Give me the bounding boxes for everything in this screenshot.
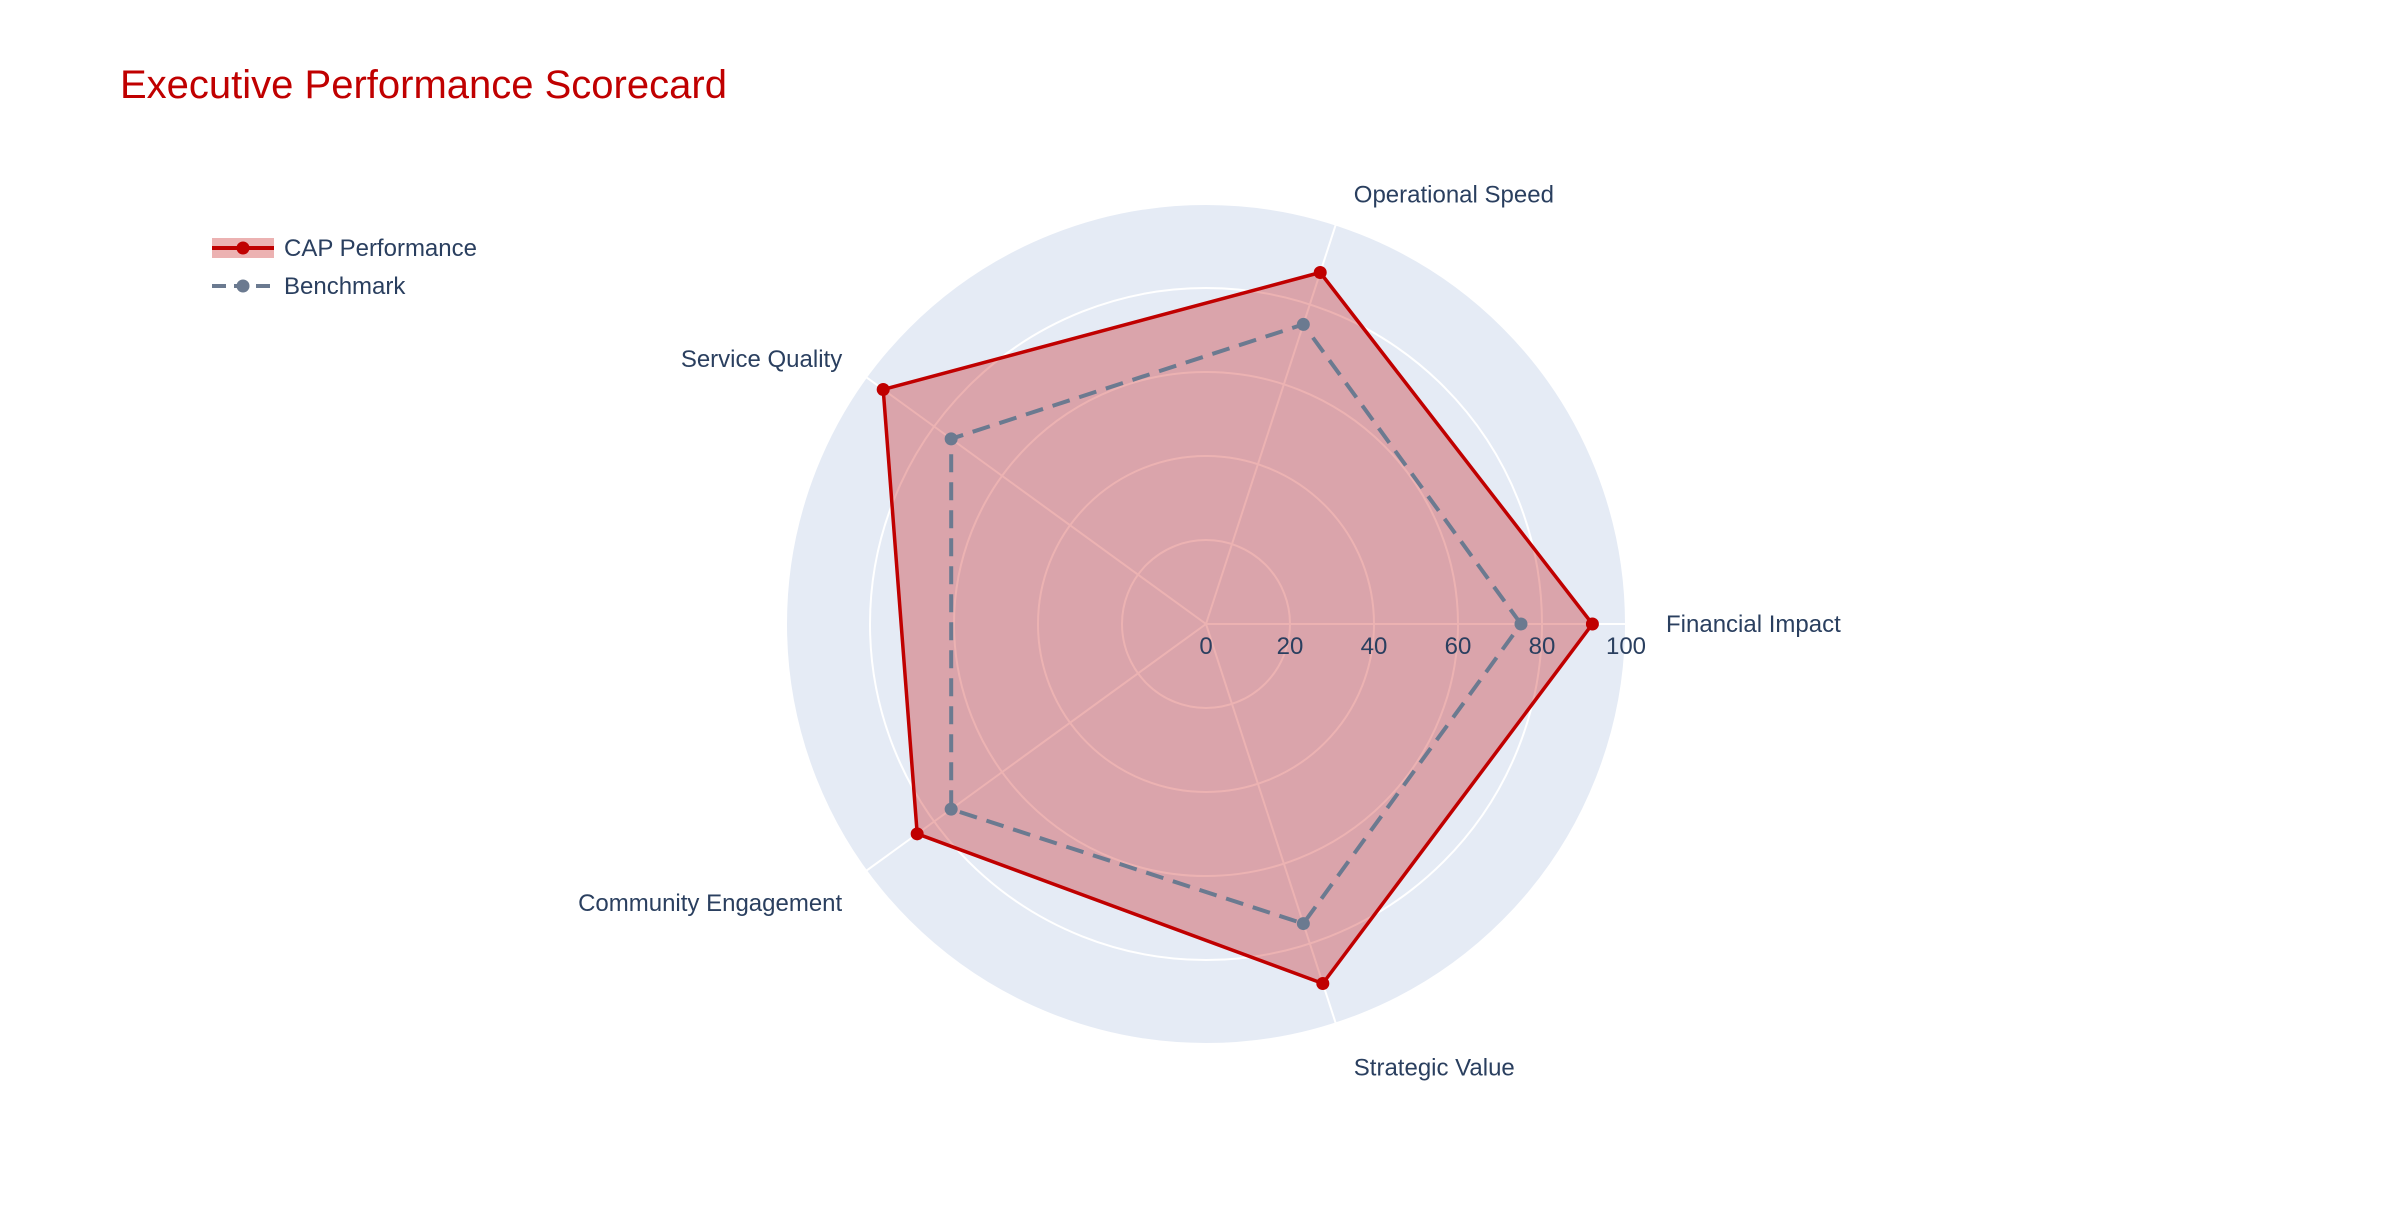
legend-swatch-marker-0 [236, 241, 250, 255]
series-point-0-2 [876, 382, 890, 396]
legend-swatch-marker-1 [236, 279, 250, 293]
legend-label-1: Benchmark [284, 273, 406, 300]
radial-tick-label: 40 [1361, 633, 1388, 660]
series-point-0-0 [1585, 617, 1599, 631]
chart-title: Executive Performance Scorecard [120, 63, 727, 107]
grid-spoke [1205, 224, 1337, 625]
radial-tick-label: 60 [1445, 633, 1472, 660]
series-point-1-3 [944, 802, 958, 816]
series-point-1-0 [1514, 617, 1528, 631]
axis-label: Operational Speed [1354, 182, 1554, 209]
axis-label: Strategic Value [1354, 1054, 1515, 1081]
radial-tick-label: 80 [1529, 633, 1556, 660]
series-point-1-2 [944, 432, 958, 446]
grid-spoke [865, 376, 1207, 625]
series-point-0-1 [1313, 265, 1327, 279]
legend: CAP Performance Benchmark [212, 235, 477, 300]
axis-label: Financial Impact [1666, 611, 1841, 638]
radial-tick-label: 0 [1199, 633, 1212, 660]
legend-label-0: CAP Performance [284, 235, 477, 262]
series-point-1-4 [1296, 917, 1310, 931]
axis-label: Service Quality [681, 346, 842, 373]
series-line-1 [949, 322, 1523, 926]
series-point-0-4 [1316, 976, 1330, 990]
polar-area: 0 20 40 60 80 100 Financial Impact Operational … [578, 182, 1841, 1082]
series-point-0-3 [910, 827, 924, 841]
axis-label: Community Engagement [578, 890, 842, 917]
radial-tick-label: 100 [1606, 633, 1646, 660]
grid-spoke [1205, 623, 1337, 1024]
series-area-0 [883, 272, 1593, 984]
grid-spoke [865, 623, 1207, 872]
series-line-0 [881, 270, 1595, 986]
series-point-1-1 [1296, 317, 1310, 331]
radial-tick-label: 20 [1277, 633, 1304, 660]
